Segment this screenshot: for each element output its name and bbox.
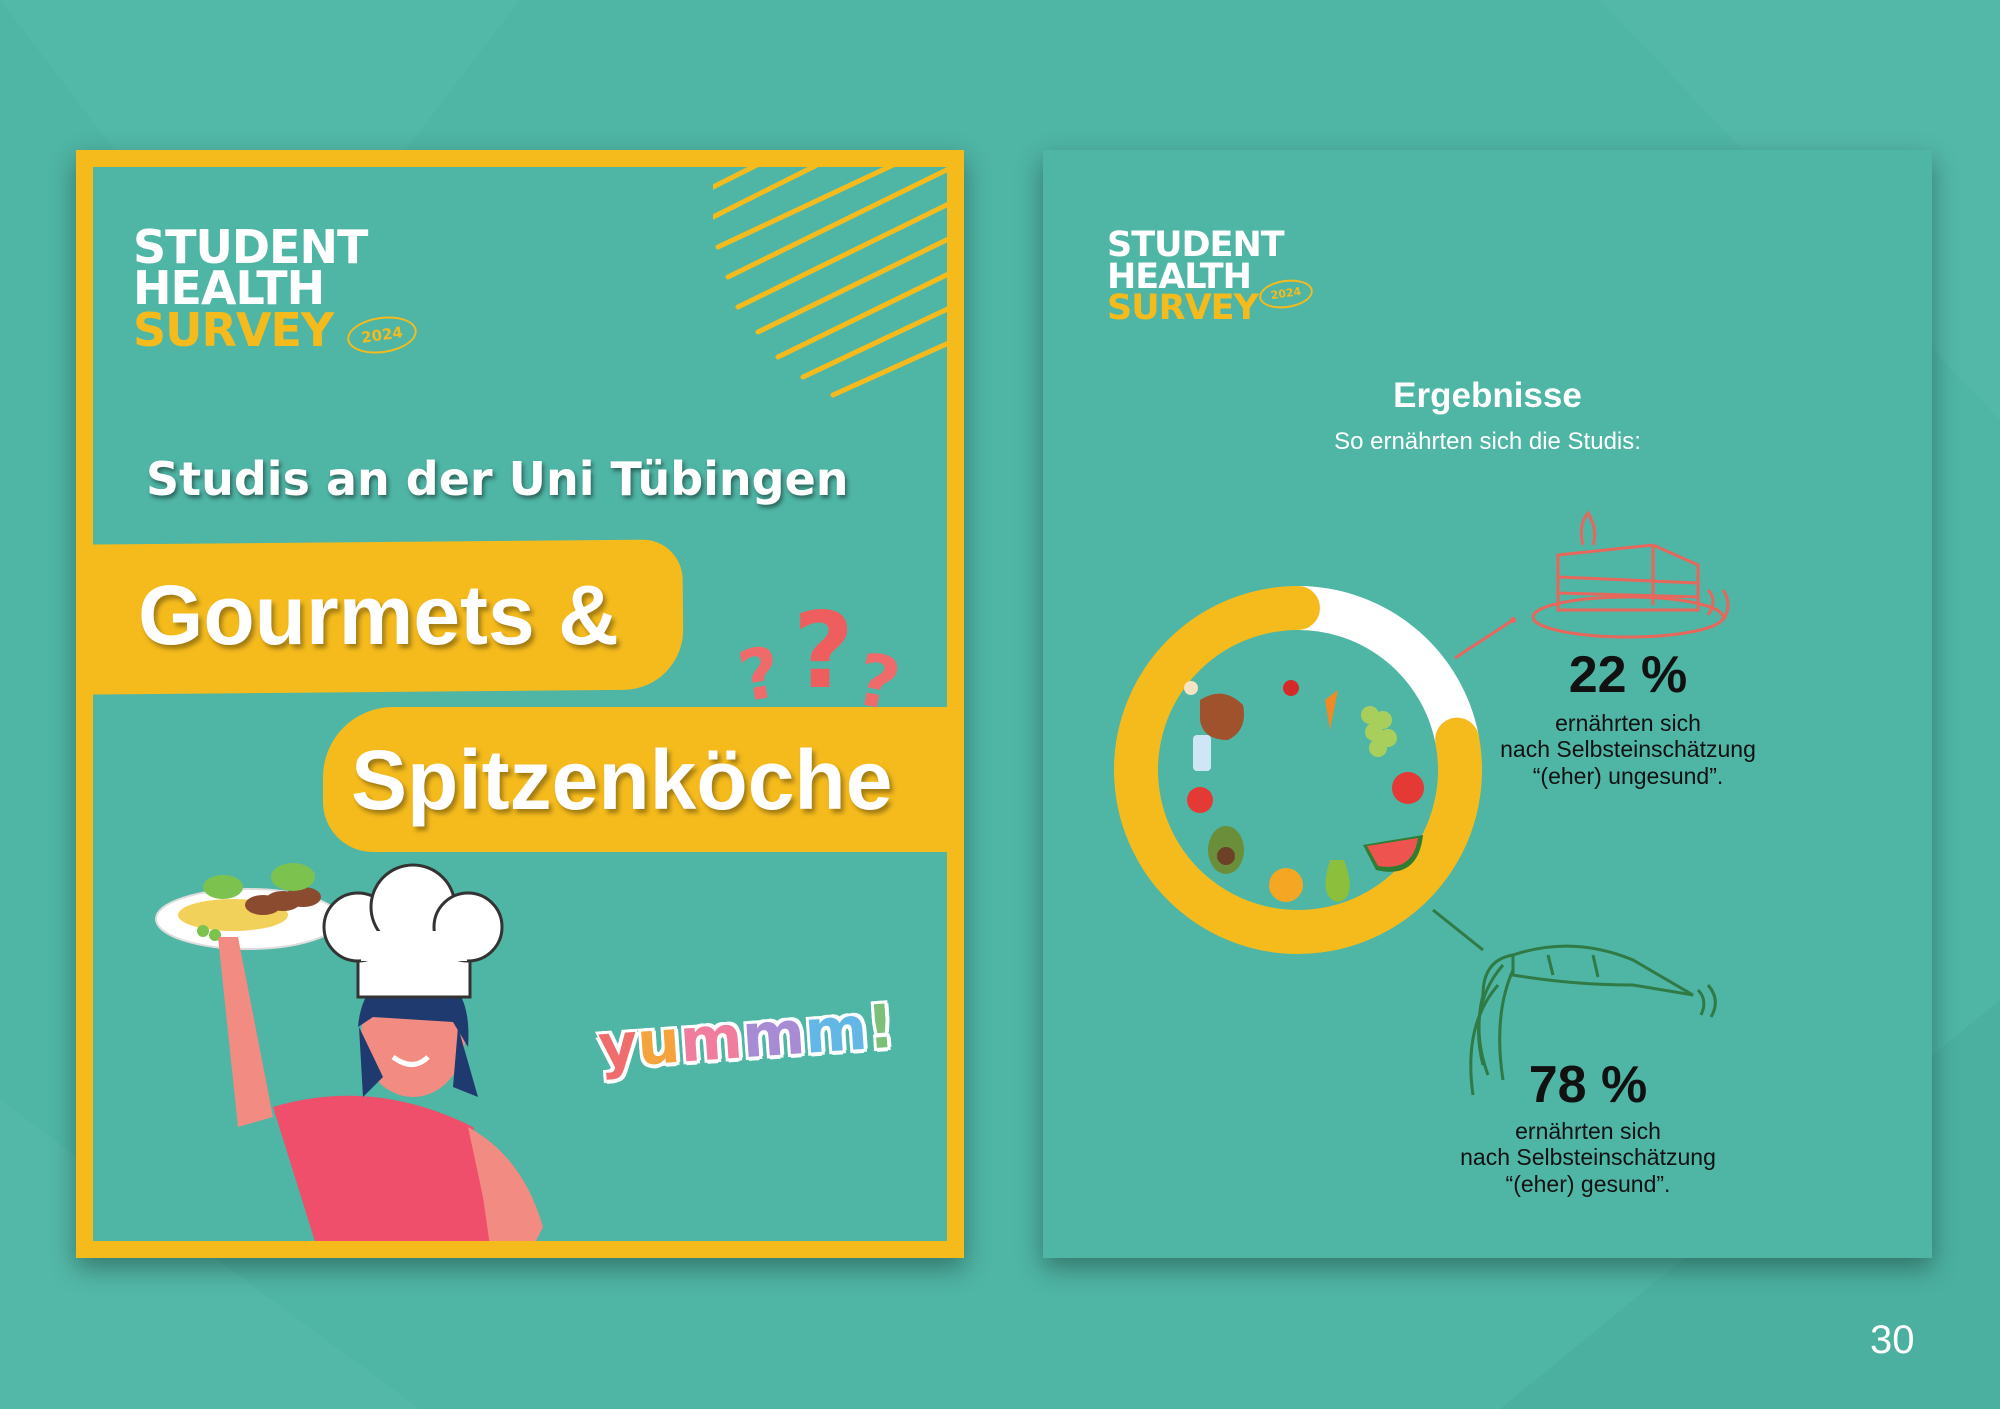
logo-line-survey: SURVEY xyxy=(1107,288,1259,328)
connector-lines xyxy=(1432,617,1516,952)
svg-text:?: ? xyxy=(738,631,787,719)
logo-line-survey: SURVEY xyxy=(133,302,334,357)
results-heading: Ergebnisse xyxy=(1393,376,1582,415)
stat-healthy-label: ernährten sich nach Selbsteinschätzung “… xyxy=(1460,1118,1716,1197)
cover-title-line1: Gourmets & xyxy=(138,568,619,662)
cover-subtitle: Studis an der Uni Tübingen xyxy=(146,452,849,506)
cake-icon xyxy=(1531,510,1730,639)
results-panel: STUDENT HEALTH SURVEY 2024 Ergebnisse So… xyxy=(1043,150,1932,1258)
carrot-icon xyxy=(1469,944,1717,1096)
page-number: 30 xyxy=(1870,1318,1915,1362)
logo-line-health: HEALTH xyxy=(1107,256,1252,297)
logo-line-student: STUDENT xyxy=(133,220,368,274)
stat-unhealthy-value: 22 % xyxy=(1568,646,1688,704)
cover-title-line2: Spitzenköche xyxy=(351,733,893,827)
chef-illustration xyxy=(155,863,543,1241)
food-icons xyxy=(1184,680,1424,902)
survey-logo-small: STUDENT HEALTH SURVEY xyxy=(1107,225,1285,328)
donut-chart xyxy=(1114,586,1482,954)
question-marks-icon: ? ? ? xyxy=(738,590,907,728)
results-subheading: So ernährten sich die Studis: xyxy=(1334,428,1641,455)
donut-slice-healthy xyxy=(1114,586,1482,954)
survey-logo: STUDENT HEALTH SURVEY xyxy=(133,220,368,357)
cover-panel: STUDENT HEALTH SURVEY 2024 Studis an der… xyxy=(76,150,964,1258)
decorative-stripes xyxy=(713,167,947,398)
stat-unhealthy-label: ernährten sich nach Selbsteinschätzung “… xyxy=(1500,710,1756,789)
svg-text:?: ? xyxy=(793,590,854,712)
logo-line-health: HEALTH xyxy=(133,261,325,316)
logo-line-student: STUDENT xyxy=(1107,225,1285,265)
donut-slice-unhealthy xyxy=(1276,586,1480,762)
stat-healthy-value: 78 % xyxy=(1528,1056,1648,1114)
brush-stroke-bottom xyxy=(323,707,947,852)
svg-text:?: ? xyxy=(849,637,907,728)
